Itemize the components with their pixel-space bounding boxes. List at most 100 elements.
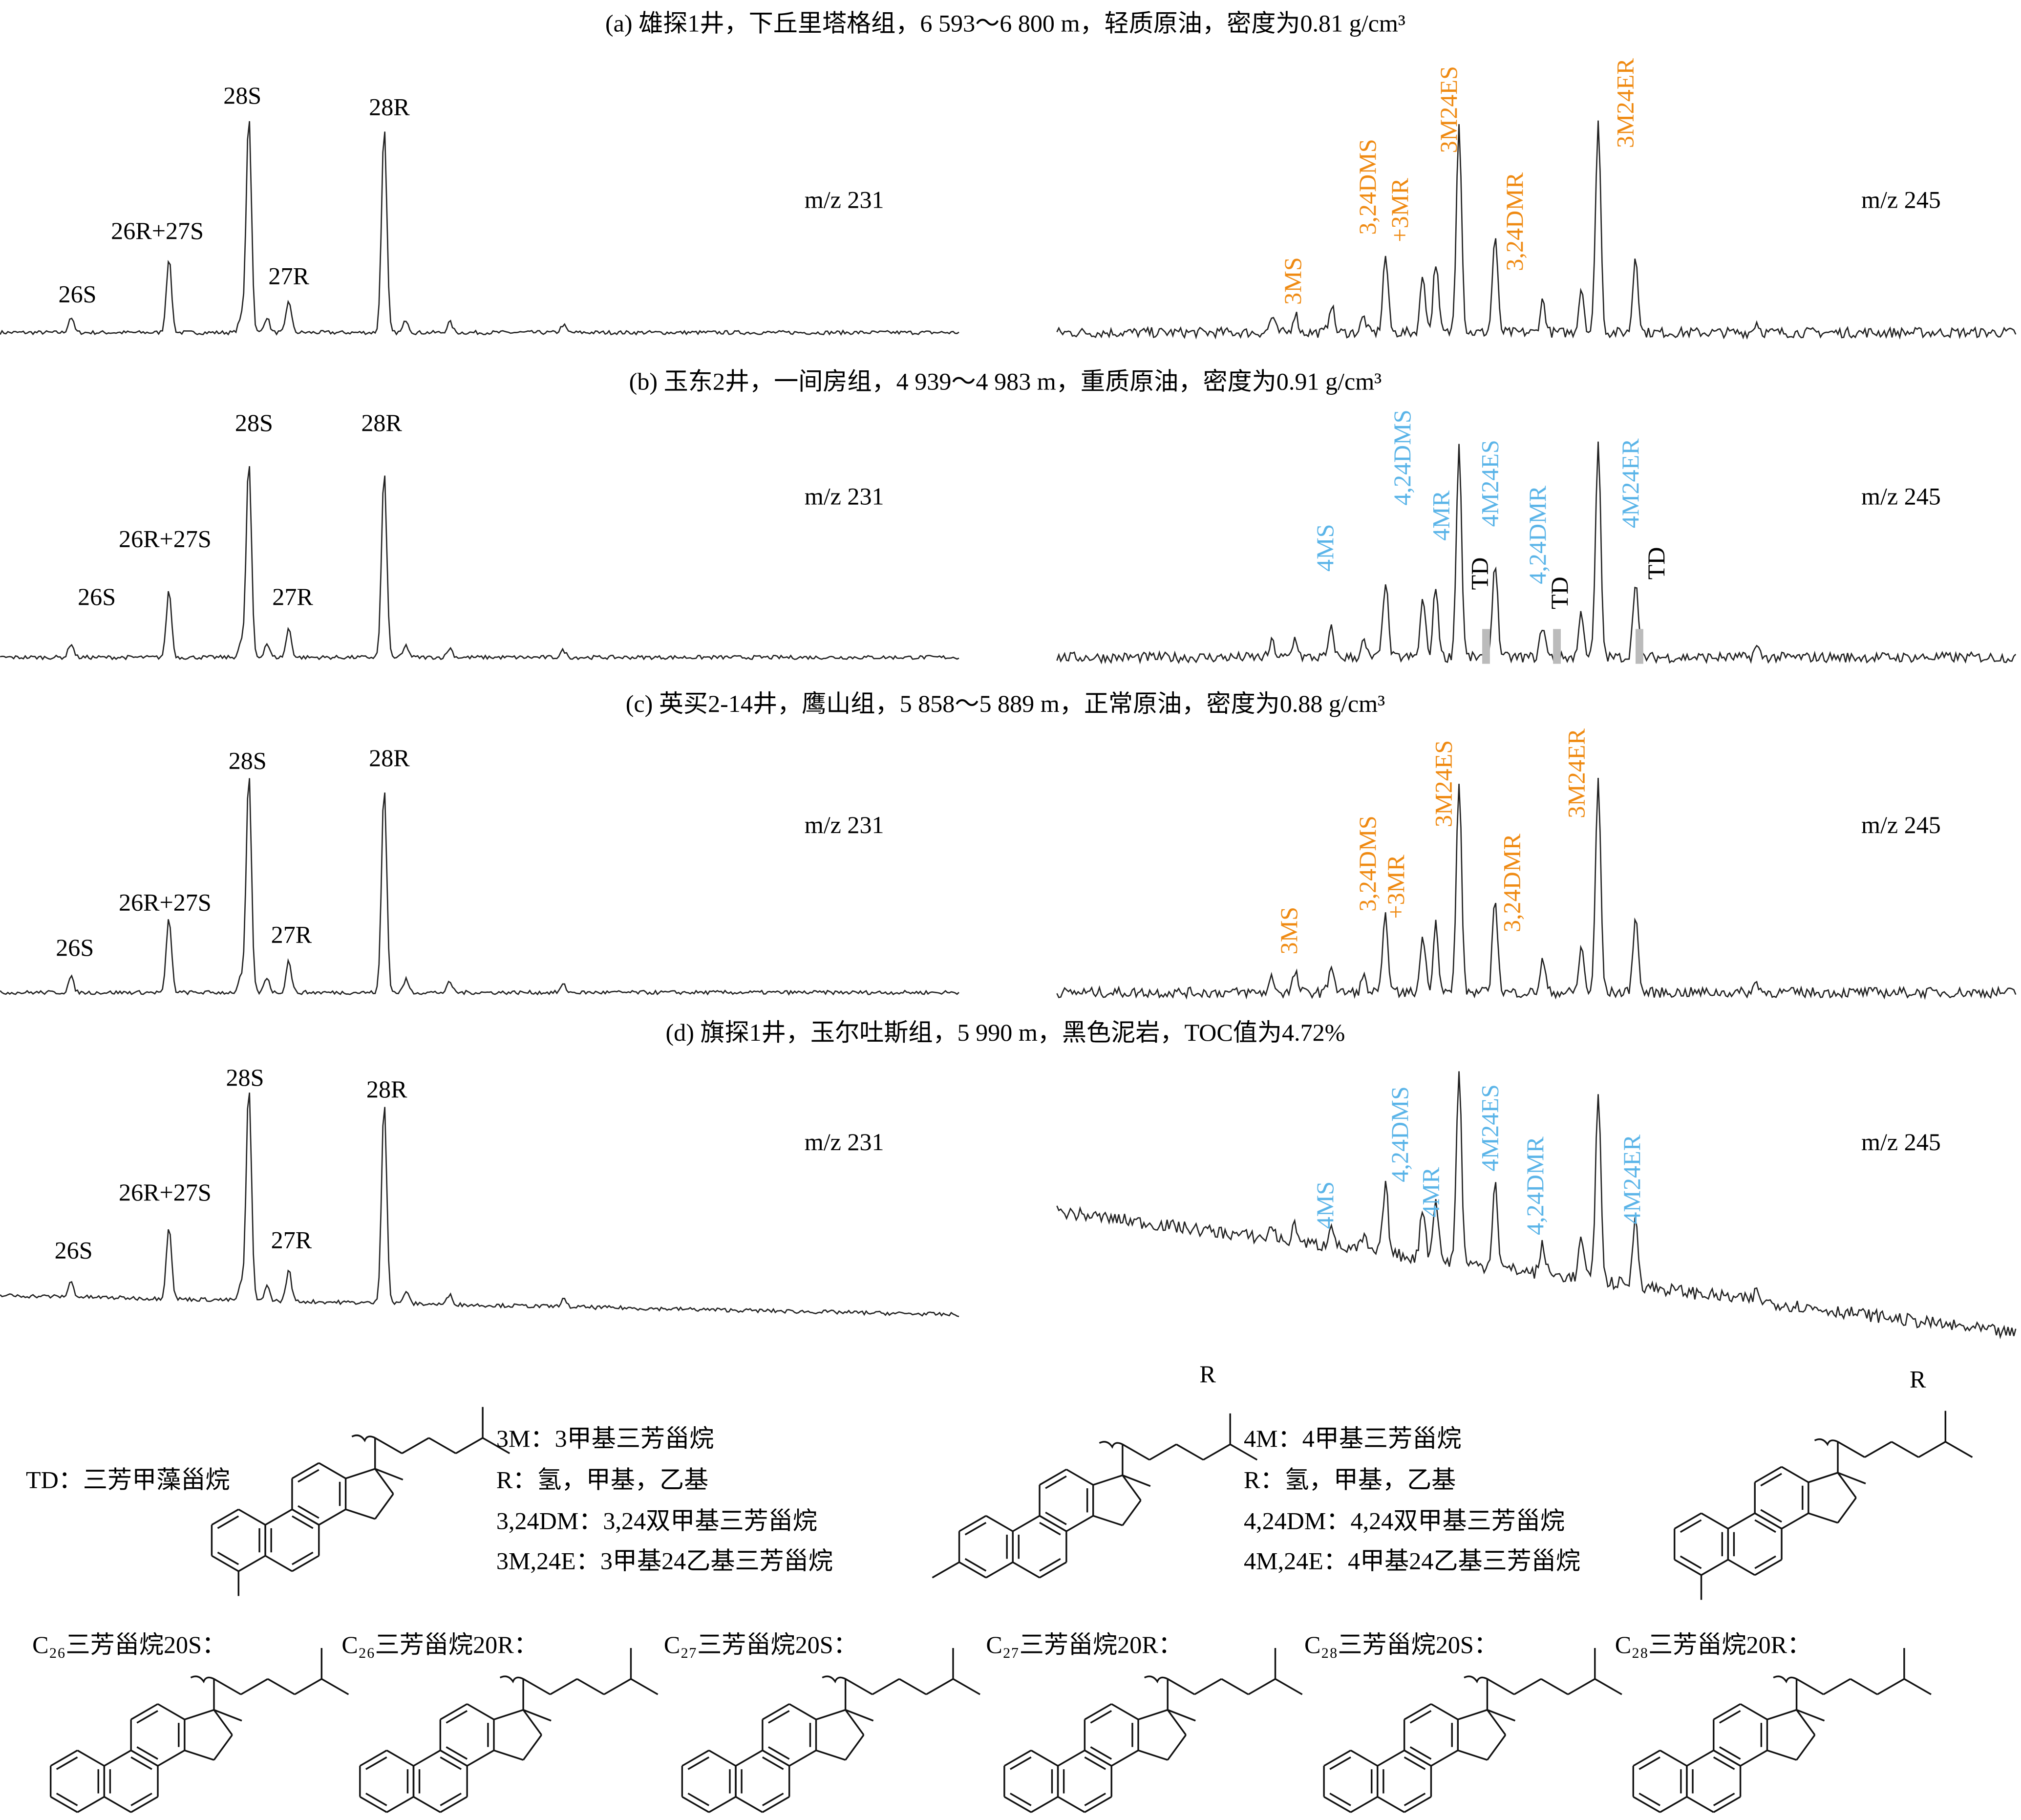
peak-label: 27R: [272, 583, 313, 610]
chromatogram-trace: [1056, 778, 2017, 1000]
bond: [1740, 1750, 1768, 1767]
bond: [130, 1793, 152, 1806]
bond: [130, 1750, 158, 1767]
bond: [1796, 1734, 1816, 1761]
bond: [1084, 1756, 1106, 1770]
bond: [1010, 1793, 1032, 1806]
bond: [238, 1555, 266, 1572]
peak-label: 3M24ES: [1435, 66, 1462, 153]
bond: [845, 1709, 865, 1735]
peak-label: TD: [1466, 557, 1493, 590]
bond: [1030, 1750, 1059, 1767]
bond: [1221, 1678, 1249, 1695]
legend-text: 3M：3甲基三芳甾烷: [496, 1425, 714, 1452]
bond: [1754, 1466, 1782, 1483]
bond: [1377, 1796, 1405, 1813]
bond: [1149, 1443, 1177, 1461]
bond: [267, 1678, 296, 1695]
bond: [1057, 1796, 1085, 1813]
peak-label: 28S: [223, 82, 261, 109]
bond: [1945, 1441, 1973, 1458]
bond: [213, 1734, 233, 1761]
bond: [184, 1709, 214, 1720]
bond: [1680, 1555, 1702, 1569]
bond: [1760, 1509, 1782, 1523]
bond: [292, 1555, 319, 1572]
r-label: R: [1910, 1366, 1926, 1393]
chromatogram-trace: [1056, 441, 2017, 664]
peak-label: 3,24DMS: [1354, 815, 1381, 911]
bond: [1350, 1796, 1378, 1813]
mz-label: m/z 231: [805, 186, 884, 214]
bond: [1487, 1678, 1515, 1695]
bond: [130, 1756, 152, 1770]
bond: [1404, 1793, 1426, 1806]
bond: [1404, 1750, 1432, 1767]
bond: [1138, 1749, 1168, 1761]
wavy-bond: [1814, 1438, 1838, 1446]
bond: [1039, 1561, 1067, 1579]
peak-label: 4M24ER: [1617, 438, 1644, 528]
bond: [1012, 1561, 1040, 1579]
bond: [1194, 1678, 1222, 1695]
bond: [603, 1678, 632, 1695]
bond: [1808, 1472, 1838, 1483]
molecule: [1323, 1648, 1622, 1813]
bond: [386, 1750, 414, 1767]
bond: [630, 1678, 659, 1695]
bond: [687, 1756, 710, 1770]
bond: [1045, 1475, 1067, 1489]
bond: [964, 1521, 987, 1536]
bond: [1638, 1756, 1660, 1770]
bond: [762, 1750, 790, 1767]
bond: [50, 1796, 78, 1813]
bond: [708, 1796, 736, 1813]
bond: [1823, 1678, 1851, 1695]
molecule: [1003, 1648, 1303, 1813]
bond: [1766, 1749, 1797, 1761]
bond: [455, 1437, 483, 1455]
bond: [1674, 1512, 1702, 1530]
bond: [213, 1709, 242, 1722]
panel-title: (a) 雄探1井，下丘里塔格组，6 593～6 800 m，轻质原油，密度为0.…: [605, 9, 1405, 37]
bond: [1350, 1750, 1378, 1767]
bond: [1377, 1750, 1405, 1767]
peak-label: 3MS: [1279, 257, 1306, 304]
peak-label: TD: [1642, 547, 1670, 579]
molecule: [49, 1648, 349, 1813]
bond: [1430, 1703, 1459, 1720]
bond: [1713, 1750, 1741, 1767]
peak-label: 4M24ER: [1618, 1134, 1645, 1224]
bond: [292, 1551, 314, 1565]
bond: [374, 1468, 394, 1495]
bond: [130, 1796, 158, 1813]
bond: [872, 1678, 900, 1695]
peak-label: 4MR: [1427, 490, 1454, 541]
bond: [1176, 1443, 1204, 1461]
bond: [1891, 1441, 1919, 1458]
bond: [56, 1756, 78, 1770]
bond: [318, 1508, 346, 1526]
bond: [298, 1505, 319, 1519]
mz-label: m/z 245: [1861, 482, 1941, 510]
bond: [815, 1709, 846, 1720]
peak-label: 4MR: [1417, 1167, 1444, 1218]
wavy-bond: [1099, 1441, 1123, 1449]
legend-text: 4M：4甲基三芳甾烷: [1244, 1425, 1461, 1452]
bond: [294, 1678, 322, 1695]
bond: [1093, 1515, 1123, 1526]
bond: [184, 1749, 214, 1761]
chromatogram-trace: [0, 121, 959, 336]
bond: [493, 1709, 524, 1720]
bond: [1727, 1512, 1756, 1530]
bond: [762, 1796, 790, 1813]
bond: [1039, 1468, 1067, 1486]
bond: [1567, 1678, 1596, 1695]
mz-label: m/z 231: [805, 482, 884, 510]
bond: [1090, 1746, 1112, 1760]
bond: [1057, 1750, 1085, 1767]
peak-label: 27R: [271, 921, 312, 948]
bond: [958, 1561, 987, 1579]
bond: [1323, 1750, 1351, 1767]
